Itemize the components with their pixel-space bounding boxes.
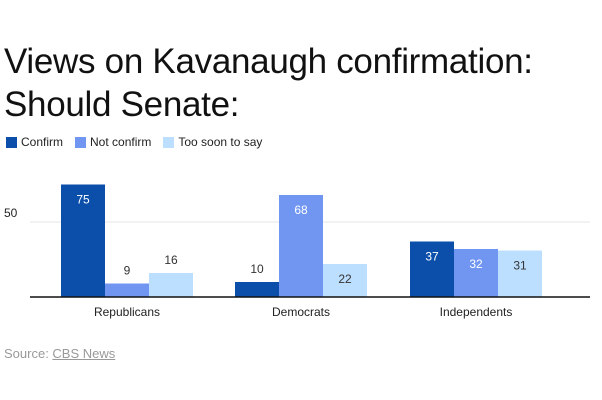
bar-not-confirm-independents — [454, 249, 498, 297]
source-link[interactable]: CBS News — [52, 346, 116, 361]
data-label-not-confirm-independents: 32 — [469, 257, 483, 271]
x-tick-label-independents: Independents — [440, 305, 513, 319]
legend-item-not-confirm: Not confirm — [75, 135, 151, 149]
chart-title: Views on Kavanaugh confirmation: Should … — [4, 42, 533, 124]
legend-swatch-not-confirm — [75, 136, 87, 148]
bar-too-soon-to-say-republicans — [149, 273, 193, 297]
data-label-confirm-republicans: 75 — [76, 193, 90, 207]
data-label-too-soon-to-say-democrats: 22 — [338, 272, 352, 286]
data-label-too-soon-to-say-independents: 31 — [513, 259, 527, 273]
source-prefix: Source: — [4, 346, 53, 361]
data-label-too-soon-to-say-republicans: 16 — [164, 253, 178, 267]
y-tick-label-50: 50 — [4, 206, 18, 220]
data-label-not-confirm-republicans: 9 — [124, 264, 131, 278]
data-label-confirm-democrats: 10 — [250, 262, 264, 276]
x-tick-label-republicans: Republicans — [94, 305, 160, 319]
legend-label-too-soon: Too soon to say — [178, 135, 263, 149]
bar-too-soon-to-say-independents — [498, 250, 542, 297]
bar-not-confirm-republicans — [105, 283, 149, 297]
source-note: Source: CBS News — [4, 346, 115, 361]
legend-swatch-too-soon — [163, 136, 175, 148]
legend-item-too-soon: Too soon to say — [163, 135, 262, 149]
bar-confirm-republicans — [61, 184, 105, 297]
legend: Confirm Not confirm Too soon to say — [6, 135, 262, 149]
bar-not-confirm-democrats — [279, 195, 323, 297]
legend-label-confirm: Confirm — [21, 135, 64, 149]
bar-confirm-independents — [410, 241, 454, 297]
data-label-not-confirm-democrats: 68 — [294, 203, 308, 217]
legend-item-confirm: Confirm — [6, 135, 63, 149]
bar-chart: 50 75 9 16 Republicans 10 68 22 Democrats 37 32 31 I… — [4, 184, 590, 319]
bar-too-soon-to-say-democrats — [323, 264, 367, 297]
legend-label-not-confirm: Not confirm — [90, 135, 152, 149]
x-tick-label-democrats: Democrats — [272, 305, 330, 319]
legend-swatch-confirm — [6, 136, 17, 148]
bar-confirm-democrats — [235, 282, 279, 297]
data-label-confirm-independents: 37 — [425, 250, 439, 264]
